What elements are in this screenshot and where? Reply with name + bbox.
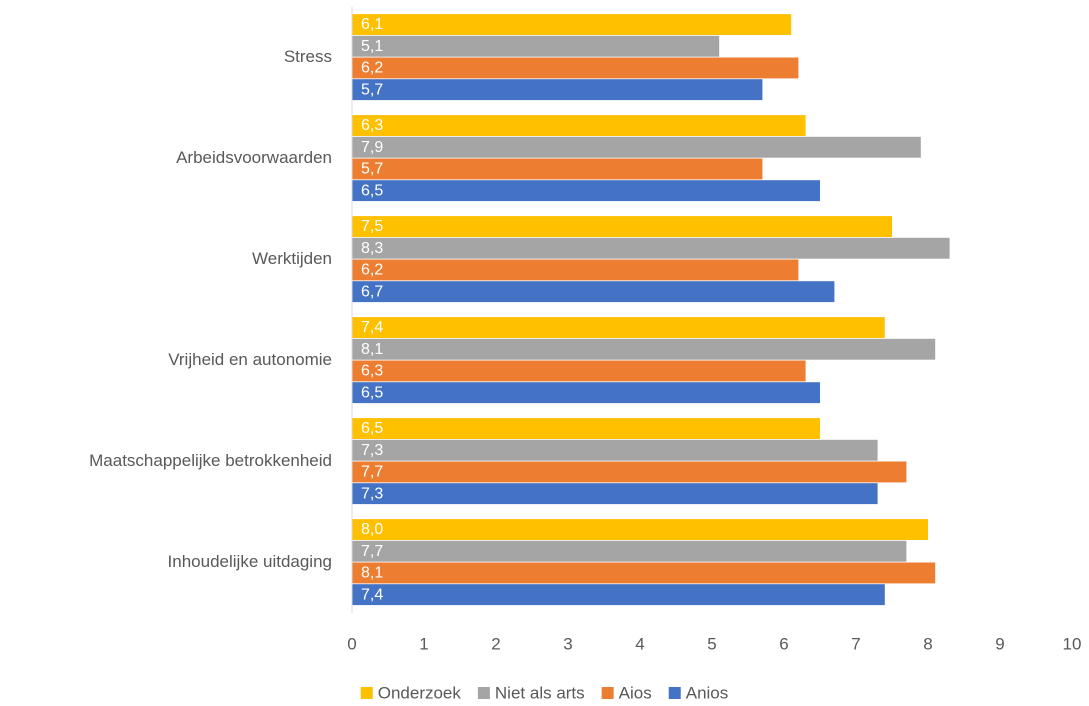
value-label: 6,3 [361, 117, 383, 134]
x-tick-label: 8 [923, 634, 932, 653]
bar [352, 79, 763, 101]
bar [352, 14, 792, 35]
legend-swatch [601, 687, 614, 699]
category-label: Werktijden [252, 249, 332, 268]
x-tick-label: 4 [635, 634, 644, 653]
bar [352, 540, 907, 562]
x-tick-label: 9 [995, 634, 1004, 653]
bar [352, 281, 835, 303]
value-label: 5,7 [361, 81, 383, 98]
bar [352, 483, 878, 505]
category-label: Maatschappelijke betrokkenheid [89, 451, 332, 470]
x-tick-label: 3 [563, 634, 572, 653]
bar [352, 158, 763, 180]
value-label: 6,5 [361, 420, 383, 437]
category-label: Stress [284, 47, 332, 66]
bar [352, 115, 806, 136]
legend-label: Aios [619, 683, 652, 702]
x-tick-label: 10 [1063, 634, 1082, 653]
legend-label: Onderzoek [378, 683, 462, 702]
value-label: 8,1 [361, 341, 383, 358]
value-label: 7,3 [361, 485, 383, 502]
bar [352, 259, 799, 281]
value-label: 7,7 [361, 464, 383, 481]
value-label: 7,3 [361, 442, 383, 459]
legend-swatch [360, 687, 373, 699]
value-label: 7,5 [361, 218, 383, 235]
legend-label: Niet als arts [495, 683, 585, 702]
bar [352, 57, 799, 79]
value-label: 6,5 [361, 182, 383, 199]
bar [352, 136, 921, 158]
value-label: 6,1 [361, 16, 383, 33]
value-label: 6,5 [361, 384, 383, 401]
category-label: Arbeidsvoorwaarden [176, 148, 332, 167]
bar [352, 584, 885, 606]
x-tick-label: 2 [491, 634, 500, 653]
bar [352, 360, 806, 382]
legend-swatch [477, 687, 490, 699]
x-tick-label: 7 [851, 634, 860, 653]
value-label: 5,1 [361, 38, 383, 55]
bar [352, 562, 936, 584]
value-label: 5,7 [361, 161, 383, 178]
value-label: 6,2 [361, 60, 383, 77]
bar [352, 216, 892, 237]
bar [352, 382, 820, 404]
value-label: 7,4 [361, 319, 383, 336]
category-label: Inhoudelijke uitdaging [168, 552, 332, 571]
value-label: 8,3 [361, 240, 383, 257]
bar [352, 180, 820, 202]
bar [352, 237, 950, 259]
value-label: 8,1 [361, 565, 383, 582]
value-label: 8,0 [361, 521, 383, 538]
x-tick-label: 1 [419, 634, 428, 653]
bar [352, 461, 907, 483]
value-label: 6,2 [361, 262, 383, 279]
x-tick-label: 5 [707, 634, 716, 653]
bar [352, 418, 820, 439]
x-tick-label: 0 [347, 634, 356, 653]
value-label: 6,3 [361, 363, 383, 380]
legend-swatch [668, 687, 681, 699]
category-label: Vrijheid en autonomie [168, 350, 332, 369]
value-label: 7,7 [361, 543, 383, 560]
value-label: 7,4 [361, 586, 383, 603]
x-tick-label: 6 [779, 634, 788, 653]
bar [352, 439, 878, 461]
bar [352, 519, 928, 540]
value-label: 6,7 [361, 283, 383, 300]
bar [352, 317, 885, 338]
legend-label: Anios [686, 683, 729, 702]
bar [352, 338, 936, 360]
bar [352, 35, 720, 57]
value-label: 7,9 [361, 139, 383, 156]
